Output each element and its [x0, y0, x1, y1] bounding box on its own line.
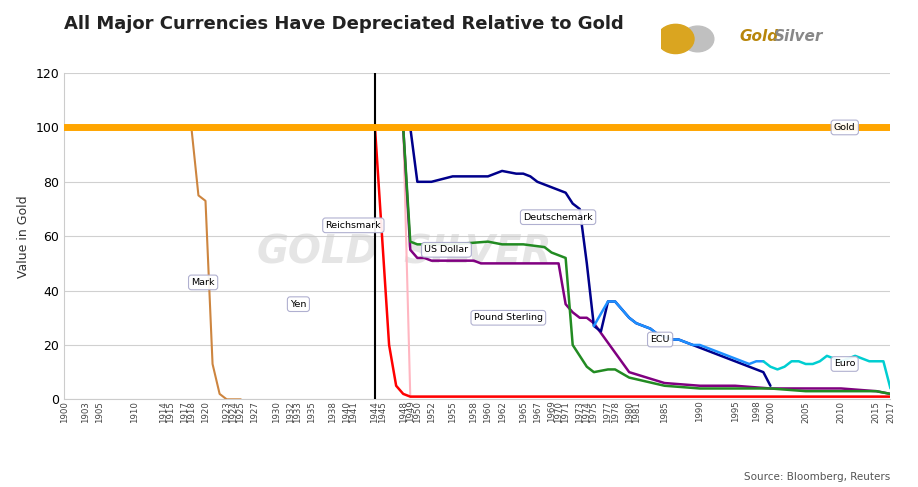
Text: All Major Currencies Have Depreciated Relative to Gold: All Major Currencies Have Depreciated Re… — [64, 15, 624, 33]
Circle shape — [657, 27, 687, 51]
Text: Mark: Mark — [191, 278, 215, 287]
Text: Source: Bloomberg, Reuters: Source: Bloomberg, Reuters — [744, 472, 890, 482]
Text: Gold: Gold — [739, 29, 778, 44]
Circle shape — [682, 28, 709, 50]
Text: Deutschemark: Deutschemark — [523, 213, 593, 222]
Circle shape — [681, 26, 714, 52]
Text: Silver: Silver — [774, 29, 823, 44]
Text: US Dollar: US Dollar — [424, 245, 468, 254]
Text: Pound Sterling: Pound Sterling — [474, 313, 543, 322]
Text: ECU: ECU — [650, 335, 670, 344]
Circle shape — [657, 24, 694, 54]
Text: Reichsmark: Reichsmark — [326, 221, 381, 230]
Text: Euro: Euro — [834, 359, 856, 369]
Text: GOLD: GOLD — [256, 233, 378, 272]
Text: Yen: Yen — [290, 300, 307, 309]
Text: SILVER: SILVER — [403, 233, 552, 272]
Y-axis label: Value in Gold: Value in Gold — [17, 195, 30, 278]
Text: Gold: Gold — [834, 123, 856, 132]
